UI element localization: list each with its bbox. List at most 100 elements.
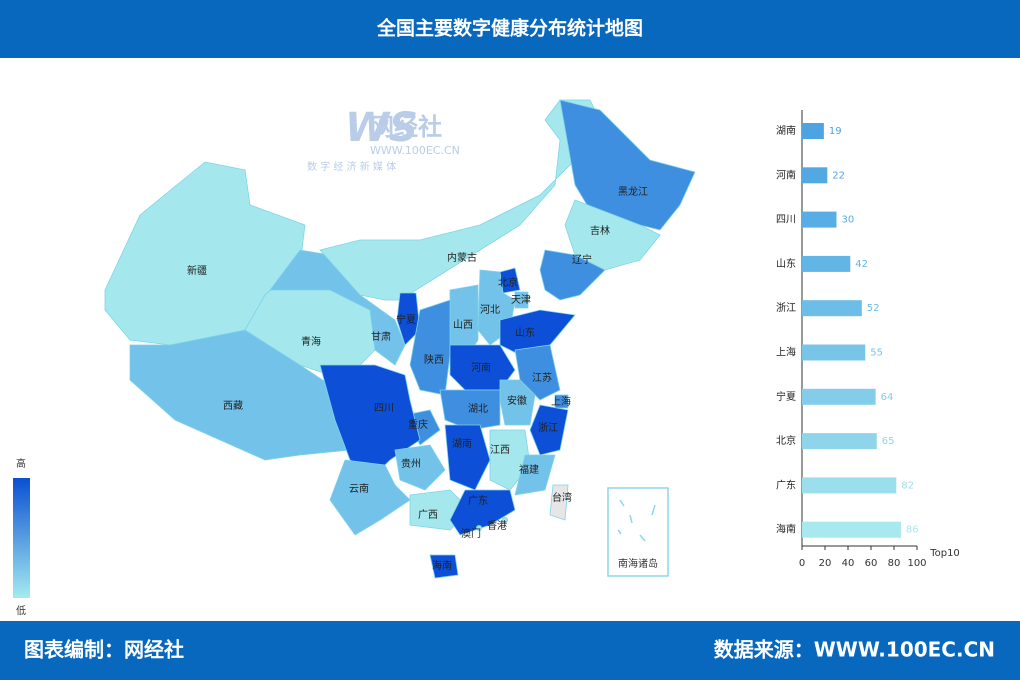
province: [549, 484, 569, 521]
value-label: 55: [870, 348, 883, 359]
province-label: 辽宁: [572, 253, 592, 266]
x-tick-label: 40: [842, 558, 855, 569]
y-tick-label: 上海: [776, 346, 796, 359]
province: [564, 199, 661, 271]
province-label: 山西: [453, 319, 473, 331]
province: [439, 389, 501, 431]
watermark-mark: WS: [345, 105, 418, 151]
watermark-slogan: 数 字 经 济 新 媒 体: [307, 160, 396, 173]
bar: [802, 123, 824, 139]
province-label: 天津: [511, 294, 531, 306]
footer-source-right: 数据来源：WWW.100EC.CN: [714, 638, 995, 662]
value-label: 64: [881, 392, 894, 403]
province: [514, 291, 529, 309]
legend-gradient: [13, 478, 30, 598]
y-tick-label: 湖南: [776, 124, 796, 137]
value-label: 52: [867, 303, 880, 314]
province: [444, 424, 491, 491]
x-tick-label: 100: [907, 558, 926, 569]
province: [449, 489, 516, 536]
header-bar: [0, 0, 1020, 58]
province-label: 安徽: [507, 394, 527, 407]
province-label: 江苏: [532, 371, 552, 384]
y-tick-label: 宁夏: [776, 390, 796, 403]
legend-low: 低: [16, 604, 26, 617]
bar: [802, 211, 837, 228]
bar: [802, 255, 851, 272]
y-tick-label: 广东: [776, 478, 796, 491]
province-label: 湖南: [452, 437, 472, 450]
province-label: 新疆: [187, 264, 207, 277]
province: [554, 394, 569, 409]
x-axis-label: Top10: [929, 548, 960, 559]
province-label: 广西: [418, 509, 438, 521]
province: [476, 525, 482, 531]
inset-label: 南海诸岛: [618, 557, 658, 570]
province: [529, 404, 569, 456]
province-label: 宁夏: [396, 313, 416, 326]
province-label: 台湾: [552, 491, 572, 504]
value-label: 42: [855, 259, 868, 270]
bar: [802, 300, 862, 317]
province: [329, 459, 411, 536]
province-label: 香港: [487, 520, 507, 532]
x-tick-label: 80: [888, 558, 901, 569]
province-label: 海南: [432, 559, 452, 572]
y-tick-label: 四川: [776, 215, 796, 226]
bar: [802, 477, 897, 494]
province-label: 云南: [349, 482, 369, 495]
province: [514, 454, 556, 496]
x-tick-label: 60: [865, 558, 878, 569]
bar: [802, 433, 877, 450]
province-label: 甘肃: [371, 330, 391, 343]
inset-frame: [607, 487, 669, 577]
province-label: 吉林: [590, 224, 610, 237]
province-label: 浙江: [538, 422, 558, 434]
value-label: 82: [901, 480, 914, 491]
y-tick-label: 浙江: [776, 302, 796, 314]
watermark-logo: 网经社: [370, 113, 442, 141]
province-label: 四川: [374, 403, 394, 414]
value-label: 30: [842, 215, 855, 226]
bar: [802, 167, 828, 184]
x-tick-label: 20: [819, 558, 832, 569]
province-label: 湖北: [468, 403, 488, 415]
province-label: 贵州: [401, 457, 421, 470]
y-tick-label: 山东: [776, 257, 796, 270]
province-label: 陕西: [424, 353, 444, 366]
province-label: 重庆: [408, 418, 428, 431]
value-label: 65: [882, 436, 895, 447]
province-label: 黑龙江: [618, 185, 648, 198]
province-label: 西藏: [223, 400, 243, 412]
y-tick-label: 海南: [776, 523, 796, 536]
province-label: 广东: [468, 494, 488, 507]
province: [539, 249, 606, 301]
province: [394, 444, 446, 491]
inset-islands: [617, 499, 656, 542]
bar: [802, 521, 901, 538]
footer-bar: [0, 621, 1020, 680]
province-label: 江西: [490, 444, 510, 456]
province-label: 河南: [471, 361, 491, 374]
footer-source-left: 图表编制：网经社: [24, 638, 184, 662]
value-label: 22: [832, 170, 845, 181]
y-tick-label: 北京: [776, 434, 796, 447]
bar: [802, 388, 876, 405]
watermark-url: WWW.100EC.CN: [370, 144, 460, 157]
value-label: 86: [906, 525, 919, 536]
province-label: 内蒙古: [447, 251, 477, 264]
province: [396, 292, 421, 346]
bar: [802, 344, 866, 361]
province: [429, 554, 459, 579]
province-label: 福建: [519, 463, 539, 476]
legend-high: 高: [16, 457, 26, 470]
province: [502, 517, 508, 523]
province-label: 河北: [480, 304, 500, 316]
page-title: 全国主要数字健康分布统计地图: [376, 17, 643, 40]
province-label: 北京: [498, 276, 518, 289]
province-label: 澳门: [461, 527, 481, 540]
x-tick-label: 0: [799, 558, 805, 569]
